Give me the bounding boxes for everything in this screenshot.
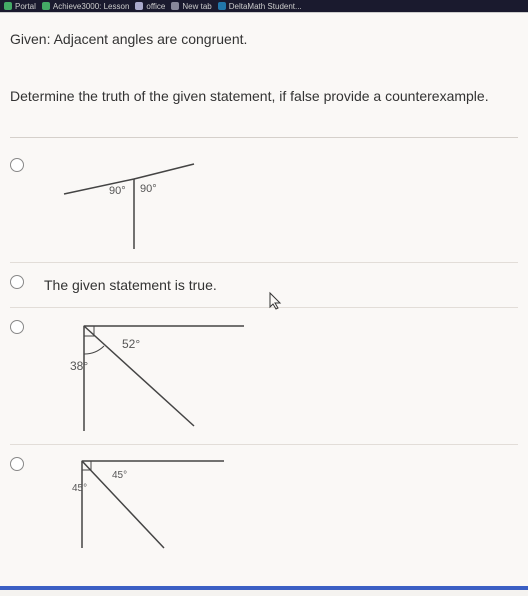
question-content: Given: Adjacent angles are congruent. De… — [0, 12, 528, 590]
option-a[interactable]: 90° 90° — [10, 146, 518, 263]
fig-c-52: 52° — [122, 337, 140, 351]
tab-new[interactable]: New tab — [171, 2, 211, 11]
given-statement: Given: Adjacent angles are congruent. — [10, 31, 518, 47]
tab-icon — [135, 2, 143, 10]
tab-achieve[interactable]: Achieve3000: Lesson — [42, 2, 130, 11]
tab-label: Portal — [15, 2, 36, 11]
tab-label: office — [146, 2, 165, 11]
option-b[interactable]: The given statement is true. — [10, 263, 518, 308]
option-c[interactable]: 52° 38° — [10, 308, 518, 445]
radio-c[interactable] — [10, 320, 24, 334]
fig-a-right-label: 90° — [140, 183, 157, 195]
divider — [10, 137, 518, 138]
option-d-figure: 45° 45° — [44, 453, 518, 553]
figure-a-svg: 90° 90° — [44, 154, 224, 254]
question-prompt: Determine the truth of the given stateme… — [10, 87, 518, 107]
tab-office[interactable]: office — [135, 2, 165, 11]
radio-d[interactable] — [10, 457, 24, 471]
fig-a-left-label: 90° — [109, 185, 126, 197]
tab-icon — [4, 2, 12, 10]
browser-tab-bar: Portal Achieve3000: Lesson office New ta… — [0, 0, 528, 12]
tab-label: Achieve3000: Lesson — [53, 2, 130, 11]
fig-d-45a: 45° — [112, 470, 127, 481]
fig-d-45b: 45° — [72, 483, 87, 494]
figure-c-svg: 52° 38° — [44, 316, 264, 436]
tab-deltamath[interactable]: DeltaMath Student... — [218, 2, 302, 11]
option-b-text: The given statement is true. — [44, 271, 518, 299]
option-a-figure: 90° 90° — [44, 154, 518, 254]
figure-d-svg: 45° 45° — [44, 453, 244, 553]
tab-label: New tab — [182, 2, 211, 11]
option-b-content: The given statement is true. — [44, 271, 518, 299]
fig-c-38: 38° — [70, 359, 88, 373]
option-c-figure: 52° 38° — [44, 316, 518, 436]
radio-a[interactable] — [10, 158, 24, 172]
option-d[interactable]: 45° 45° — [10, 445, 518, 561]
tab-icon — [171, 2, 179, 10]
radio-b[interactable] — [10, 275, 24, 289]
tab-icon — [218, 2, 226, 10]
tab-icon — [42, 2, 50, 10]
tab-portal[interactable]: Portal — [4, 2, 36, 11]
tab-label: DeltaMath Student... — [229, 2, 302, 11]
